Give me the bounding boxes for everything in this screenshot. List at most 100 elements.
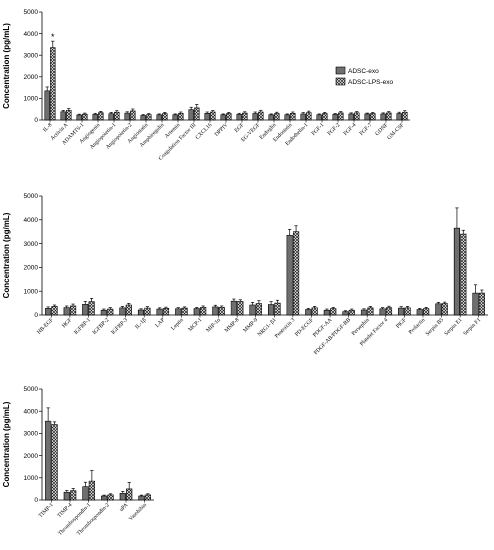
bar-igfbp-1-adsc-exo — [82, 303, 89, 316]
bar-upa-adsc-exo — [119, 493, 126, 501]
bar-eg-vegf-adsc-exo — [252, 113, 258, 121]
bar-gdnf-adsc-exo — [380, 113, 386, 121]
x-category-label: PDGF-AB/PDGF-BB — [313, 317, 352, 356]
bar-eg-vegf-adsc-lps-exo — [258, 111, 264, 121]
bar-coagulation-factor-iii-adsc-exo — [188, 109, 194, 121]
bar-pdgf-aa-adsc-exo — [323, 309, 330, 316]
bar-adamts-1-adsc-lps-exo — [82, 113, 88, 121]
bar-igfbp-1-adsc-lps-exo — [88, 301, 95, 316]
bar-leptin-adsc-exo — [175, 308, 182, 316]
x-category-label: TIMP-4 — [56, 502, 73, 519]
y-tick-label: 5000 — [24, 386, 39, 393]
x-category-label: GM-CSF — [386, 122, 405, 141]
bar-thrombospondin-1-adsc-exo — [82, 486, 89, 501]
bar-vasohibin-adsc-exo — [138, 495, 145, 501]
bar-activin-a-adsc-lps-exo — [66, 109, 72, 121]
y-tick-label: 0 — [34, 312, 38, 319]
x-category-label: IGFBP-2 — [92, 317, 111, 336]
x-category-label: IL-1β — [134, 317, 147, 330]
bar-lap-adsc-exo — [156, 308, 163, 316]
bar-gdnf-adsc-lps-exo — [386, 112, 392, 121]
bar-pentraxin-3-adsc-exo — [286, 234, 293, 316]
y-tick-label: 3000 — [24, 241, 39, 248]
bar-igfbp-2-adsc-lps-exo — [107, 308, 114, 316]
bar-mcp-1-adsc-exo — [193, 308, 200, 316]
y-tick-label: 5000 — [24, 9, 39, 16]
y-axis-title: Concentration (pg/mL) — [2, 23, 11, 109]
bar-nrg1-1-adsc-exo — [268, 304, 275, 316]
significance-marker: * — [51, 32, 55, 42]
y-axis-title: Concentration (pg/mL) — [2, 212, 11, 298]
y-tick-label: 2000 — [24, 265, 39, 272]
bar-thrombospondin-1-adsc-lps-exo — [88, 480, 95, 501]
bar-hb-egf-adsc-exo — [45, 308, 52, 316]
bar-gm-csf-adsc-lps-exo — [402, 111, 408, 121]
bar-serpin-b5-adsc-lps-exo — [441, 303, 448, 316]
chart-panels: 0 1000 2000 3000 4000 5000 Concentration (pg/m… — [2, 9, 488, 537]
bar-persephin-adsc-exo — [360, 309, 368, 316]
bar-pdgf-ab-pdgf-bb-adsc-exo — [342, 311, 349, 316]
bar-mmp-9-adsc-exo — [249, 304, 256, 316]
x-category-label: PlGF — [395, 317, 408, 330]
y-tick-label: 1000 — [24, 96, 39, 103]
bar-endothelin-1-adsc-exo — [300, 113, 306, 121]
bar-igfbp-2-adsc-exo — [100, 309, 107, 316]
bar-cxcl16-adsc-exo — [204, 113, 210, 121]
y-tick-label: 4000 — [24, 408, 39, 415]
bar-thrombospondin-2-adsc-exo — [101, 495, 108, 501]
bar-gm-csf-adsc-exo — [396, 113, 402, 121]
bar-timp-1-adsc-lps-exo — [51, 424, 58, 501]
y-tick-label: 4000 — [24, 31, 39, 38]
bar-serpin-e1-adsc-exo — [453, 227, 461, 316]
x-category-label: uPA — [118, 502, 129, 513]
bar-nrg1-1-adsc-lps-exo — [274, 302, 281, 316]
bar-il-8-adsc-lps-exo — [50, 47, 56, 121]
x-category-label: Thrombospondin-2 — [76, 502, 111, 537]
bar-endoglin-adsc-exo — [268, 114, 274, 121]
y-tick-label: 3000 — [24, 52, 39, 59]
bar-mmp-8-adsc-lps-exo — [237, 301, 244, 316]
bar-angiostatin-adsc-lps-exo — [146, 114, 152, 121]
bar-angiogenin-adsc-exo — [92, 114, 98, 121]
legend: ADSC-exo ADSC-LPS-exo — [335, 66, 394, 86]
x-category-label: MMP-8 — [224, 317, 241, 334]
x-category-label: LAP — [154, 317, 166, 329]
x-category-label: MMP-9 — [242, 317, 259, 334]
y-tick-label: 5000 — [24, 193, 39, 200]
bar-fgf-7-adsc-exo — [364, 113, 370, 121]
bar-vasohibin-adsc-lps-exo — [144, 494, 151, 501]
bar-mmp-8-adsc-exo — [230, 300, 238, 316]
bar-egf-adsc-exo — [236, 114, 242, 121]
bar-fgf-4-adsc-exo — [348, 113, 354, 121]
bar-endostatin-adsc-exo — [284, 114, 290, 121]
x-category-label: HGF — [61, 317, 73, 329]
legend-swatch-adsc-lps-exo — [335, 77, 346, 86]
bar-upa-adsc-lps-exo — [126, 488, 133, 501]
chart-panel-2: 0 1000 2000 3000 4000 5000 Concentration (pg/m… — [2, 193, 488, 356]
x-category-label: IGFBP-1 — [73, 317, 92, 336]
bar-endostatin-adsc-lps-exo — [290, 113, 296, 121]
x-category-label: EGF — [234, 122, 246, 134]
bar-fgf-2-adsc-lps-exo — [338, 112, 344, 121]
bar-pdgf-ab-pdgf-bb-adsc-lps-exo — [348, 309, 355, 316]
y-tick-label: 4000 — [24, 217, 39, 224]
bar-amphiregulin-adsc-exo — [156, 114, 162, 121]
x-category-label: FGF-4 — [343, 122, 358, 137]
x-category-label: FGF-2 — [327, 122, 342, 137]
bar-serpin-b5-adsc-exo — [435, 303, 442, 316]
x-category-label: CXCL16 — [195, 122, 214, 141]
bar-pdgf-aa-adsc-lps-exo — [330, 308, 337, 316]
bar-amphiregulin-adsc-lps-exo — [162, 113, 168, 121]
bar-fgf-4-adsc-lps-exo — [354, 112, 360, 121]
bar-coagulation-factor-iii-adsc-lps-exo — [194, 107, 200, 121]
bar-igfbp-3-adsc-lps-exo — [125, 304, 132, 316]
bar-adamts-1-adsc-exo — [76, 114, 82, 121]
x-category-label: Vasohibin — [128, 502, 148, 522]
x-category-label: IGFBP-3 — [110, 317, 129, 336]
bar-hb-egf-adsc-lps-exo — [51, 306, 58, 316]
bar-timp-4-adsc-lps-exo — [70, 490, 77, 501]
x-category-label: FGF-7 — [359, 122, 374, 137]
bar-lap-adsc-lps-exo — [162, 308, 170, 316]
x-category-label: MIP-1α — [205, 317, 222, 334]
x-category-label: TIMP-1 — [38, 502, 55, 519]
